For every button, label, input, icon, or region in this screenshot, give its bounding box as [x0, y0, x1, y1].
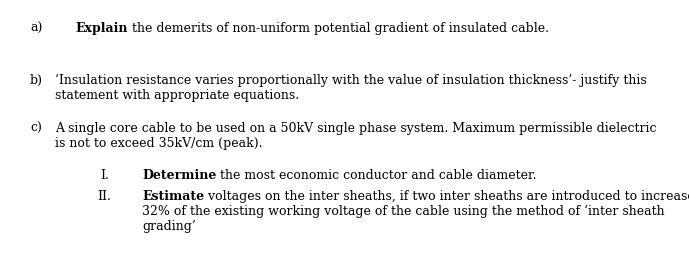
Text: grading’: grading’: [142, 220, 196, 233]
Text: Explain: Explain: [75, 22, 127, 35]
Text: the most economic conductor and cable diameter.: the most economic conductor and cable di…: [216, 169, 537, 182]
Text: 32% of the existing working voltage of the cable using the method of ‘inter shea: 32% of the existing working voltage of t…: [142, 205, 665, 218]
Text: a): a): [30, 22, 43, 35]
Text: statement with appropriate equations.: statement with appropriate equations.: [55, 89, 299, 102]
Text: II.: II.: [97, 190, 111, 203]
Text: c): c): [30, 122, 42, 135]
Text: b): b): [30, 74, 43, 87]
Text: ‘Insulation resistance varies proportionally with the value of insulation thickn: ‘Insulation resistance varies proportion…: [55, 74, 647, 87]
Text: is not to exceed 35kV/cm (peak).: is not to exceed 35kV/cm (peak).: [55, 137, 263, 150]
Text: Determine: Determine: [142, 169, 216, 182]
Text: A single core cable to be used on a 50kV single phase system. Maximum permissibl: A single core cable to be used on a 50kV…: [55, 122, 657, 135]
Text: I.: I.: [100, 169, 109, 182]
Text: Estimate: Estimate: [142, 190, 204, 203]
Text: the demerits of non-uniform potential gradient of insulated cable.: the demerits of non-uniform potential gr…: [127, 22, 548, 35]
Text: voltages on the inter sheaths, if two inter sheaths are introduced to increase: voltages on the inter sheaths, if two in…: [204, 190, 689, 203]
